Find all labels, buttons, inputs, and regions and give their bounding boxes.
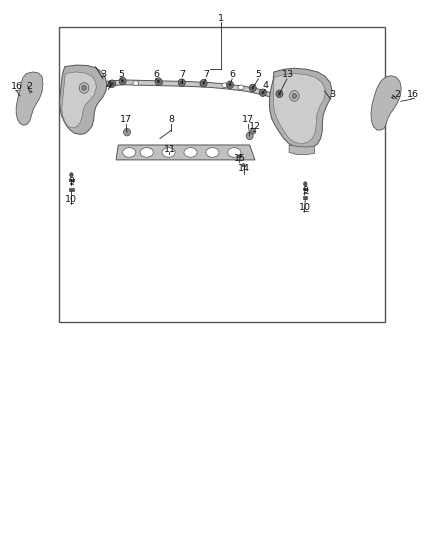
Ellipse shape <box>228 148 241 157</box>
Ellipse shape <box>200 82 206 86</box>
Ellipse shape <box>206 148 219 157</box>
Text: 6: 6 <box>153 70 159 79</box>
Polygon shape <box>289 145 314 155</box>
Ellipse shape <box>79 83 89 93</box>
Text: 5: 5 <box>255 70 261 79</box>
Ellipse shape <box>179 82 184 86</box>
Ellipse shape <box>278 93 281 95</box>
Ellipse shape <box>246 132 253 140</box>
Ellipse shape <box>124 128 131 136</box>
Ellipse shape <box>276 90 283 98</box>
Ellipse shape <box>70 173 73 177</box>
Text: 15: 15 <box>233 154 246 163</box>
Polygon shape <box>371 76 401 130</box>
Ellipse shape <box>180 82 183 84</box>
Ellipse shape <box>157 80 163 86</box>
Text: 11: 11 <box>163 145 176 154</box>
Text: 13: 13 <box>282 70 294 79</box>
Text: 7: 7 <box>179 70 185 79</box>
Ellipse shape <box>200 79 207 87</box>
Ellipse shape <box>162 148 175 157</box>
Text: 12: 12 <box>249 123 261 131</box>
Text: 16: 16 <box>406 90 419 99</box>
Ellipse shape <box>133 80 138 86</box>
Text: 4: 4 <box>262 81 268 90</box>
Ellipse shape <box>251 86 254 89</box>
Text: 9: 9 <box>302 186 308 195</box>
Ellipse shape <box>251 128 256 134</box>
Ellipse shape <box>238 85 244 90</box>
Text: 9: 9 <box>68 177 74 185</box>
Polygon shape <box>116 145 255 160</box>
Ellipse shape <box>238 155 242 158</box>
Text: 1: 1 <box>218 14 224 23</box>
Text: 6: 6 <box>229 70 235 79</box>
Text: 3: 3 <box>329 91 335 99</box>
Polygon shape <box>269 68 332 149</box>
Ellipse shape <box>292 94 297 99</box>
Ellipse shape <box>259 89 266 96</box>
Polygon shape <box>62 72 96 128</box>
Polygon shape <box>94 80 271 97</box>
Ellipse shape <box>242 164 245 167</box>
Polygon shape <box>69 179 74 181</box>
Ellipse shape <box>222 83 228 88</box>
Ellipse shape <box>109 80 116 87</box>
Text: 5: 5 <box>118 70 124 79</box>
Polygon shape <box>69 188 74 191</box>
Ellipse shape <box>184 148 197 157</box>
Ellipse shape <box>226 81 233 88</box>
Ellipse shape <box>249 84 256 92</box>
Text: 8: 8 <box>169 116 175 124</box>
Ellipse shape <box>140 148 153 157</box>
Ellipse shape <box>261 92 264 94</box>
Ellipse shape <box>82 85 86 90</box>
Ellipse shape <box>123 148 136 157</box>
Text: 17: 17 <box>120 116 132 124</box>
Text: 17: 17 <box>242 116 254 124</box>
Text: 3: 3 <box>100 70 106 79</box>
Polygon shape <box>273 74 326 144</box>
Bar <box>59 27 385 322</box>
Ellipse shape <box>229 84 231 86</box>
Text: 2: 2 <box>27 82 33 91</box>
Text: 2: 2 <box>394 90 400 99</box>
Ellipse shape <box>304 182 307 186</box>
Text: 14: 14 <box>238 165 251 173</box>
Ellipse shape <box>157 80 160 83</box>
Ellipse shape <box>155 78 162 85</box>
Ellipse shape <box>121 80 124 82</box>
Ellipse shape <box>290 91 299 101</box>
Ellipse shape <box>111 83 113 85</box>
Text: 7: 7 <box>203 70 209 79</box>
Text: 16: 16 <box>11 82 23 91</box>
Text: 10: 10 <box>299 204 311 212</box>
Polygon shape <box>303 196 307 199</box>
Ellipse shape <box>202 82 205 85</box>
Ellipse shape <box>178 79 185 86</box>
Ellipse shape <box>119 77 126 85</box>
Text: 10: 10 <box>65 196 78 204</box>
Polygon shape <box>60 65 107 134</box>
Text: 4: 4 <box>105 81 111 90</box>
Polygon shape <box>16 72 43 125</box>
Polygon shape <box>303 188 307 190</box>
